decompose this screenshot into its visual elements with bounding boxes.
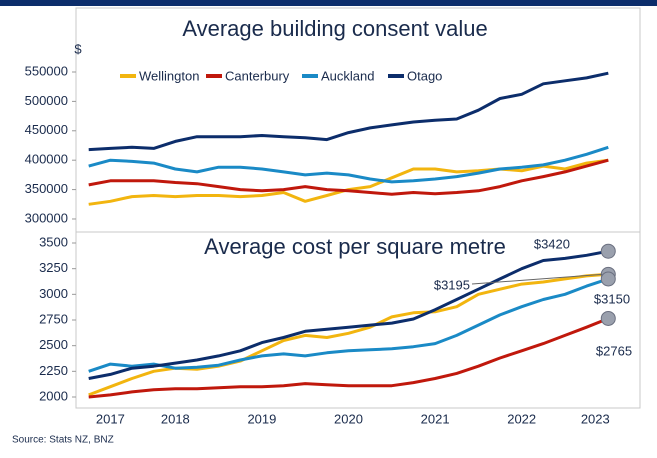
y-tick-label: 350000 (25, 181, 68, 196)
series-line (88, 272, 609, 397)
leader (471, 273, 603, 285)
y-tick-label: 3250 (39, 260, 68, 275)
legend-label: Auckland (321, 68, 374, 83)
end-marker (600, 271, 616, 287)
annotation: $3420 (534, 236, 570, 251)
y-tick-label: 400000 (25, 152, 68, 167)
annotation: $2765 (596, 343, 632, 358)
x-tick-label: 2021 (421, 411, 450, 426)
y-tick-label: 2000 (39, 388, 68, 403)
x-tick-label: 2023 (581, 411, 610, 426)
chart-title: Average building consent value (182, 16, 487, 41)
y-tick-label: 300000 (25, 210, 68, 225)
x-tick-label: 2022 (507, 411, 536, 426)
x-tick-label: 2019 (247, 411, 276, 426)
legend-label: Otago (407, 68, 442, 83)
series-line (88, 71, 609, 152)
y-tick-label: 500000 (25, 93, 68, 108)
top-bar (0, 0, 657, 6)
series-line (88, 158, 609, 196)
series-line (88, 145, 609, 184)
end-marker (600, 310, 616, 326)
end-marker (600, 243, 616, 259)
y-tick-label: 3000 (39, 286, 68, 301)
annotation: $3195 (434, 277, 470, 292)
y-axis-label: $ (74, 41, 82, 56)
x-tick-label: 2017 (96, 411, 125, 426)
series-line (88, 277, 609, 373)
y-tick-label: 2250 (39, 363, 68, 378)
legend-label: Canterbury (225, 68, 290, 83)
y-tick-label: 550000 (25, 63, 68, 78)
series-line (88, 317, 609, 399)
chart-title: Average cost per square metre (204, 234, 506, 259)
y-tick-label: 2750 (39, 311, 68, 326)
source: Source: Stats NZ, BNZ (12, 435, 114, 446)
frame (75, 7, 641, 409)
series-line (88, 249, 609, 380)
annotation: $3150 (594, 291, 630, 306)
y-tick-label: 2500 (39, 337, 68, 352)
x-tick-label: 2018 (161, 411, 190, 426)
x-tick-label: 2020 (334, 411, 363, 426)
y-tick-label: 3500 (39, 234, 68, 249)
y-tick-label: 450000 (25, 122, 68, 137)
legend-label: Wellington (139, 68, 199, 83)
